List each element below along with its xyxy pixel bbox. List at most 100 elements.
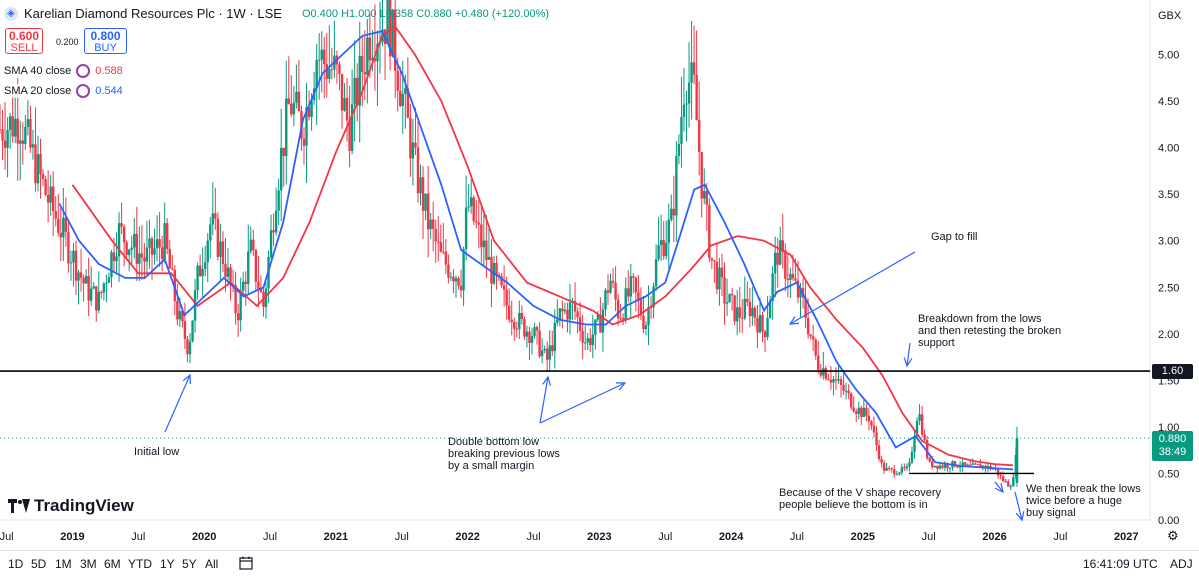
candle-body <box>350 104 354 151</box>
candle-body <box>708 204 711 259</box>
range-1y-button[interactable]: 1Y <box>160 557 175 571</box>
indicator-sma20[interactable]: SMA 20 close 0.544 <box>4 84 123 98</box>
indicator-sma40[interactable]: SMA 40 close 0.588 <box>4 64 123 78</box>
candle-body <box>999 475 1002 477</box>
candle-body <box>287 98 290 104</box>
candle-body <box>520 312 524 320</box>
sell-label: SELL <box>10 42 38 54</box>
candle-body <box>715 261 719 290</box>
candle-body <box>404 88 407 95</box>
annotation-arrow[interactable] <box>164 374 191 433</box>
annotation-arrow[interactable] <box>994 481 1004 493</box>
candle-body <box>459 285 463 291</box>
candle-body <box>662 240 665 257</box>
candle-body <box>241 281 245 291</box>
candle-body <box>373 58 377 62</box>
currency-label[interactable]: GBX <box>1158 10 1182 22</box>
candle-body <box>616 299 620 319</box>
candle-body <box>827 378 830 380</box>
candle-body <box>442 251 445 253</box>
candle-body <box>839 379 843 385</box>
indicator-sma20-label: SMA 20 close <box>4 85 72 97</box>
candle-body <box>543 348 546 351</box>
candle-body <box>974 463 977 465</box>
candle-body <box>771 273 774 302</box>
candle-body <box>614 282 617 300</box>
utc-clock[interactable]: 16:41:09 UTC <box>1083 557 1158 571</box>
candle-body <box>933 465 936 468</box>
symbol-title[interactable]: Karelian Diamond Resources Plc · 1W · LS… <box>24 6 282 21</box>
candle-body <box>203 262 207 270</box>
tradingview-logo[interactable]: TradingView <box>8 496 134 516</box>
x-tick-label: 2022 <box>455 531 479 543</box>
candle-body <box>589 338 592 346</box>
candle-body <box>844 390 848 392</box>
y-tick-label: 2.00 <box>1158 329 1179 341</box>
candle-body <box>368 37 372 61</box>
candle-body <box>647 306 650 326</box>
annotation-arrow[interactable] <box>1014 491 1023 521</box>
candle-body <box>160 247 164 259</box>
candle-body <box>439 242 442 252</box>
candle-body <box>667 219 670 243</box>
candle-body <box>513 322 516 329</box>
candle-body <box>882 462 886 471</box>
annotation-arrow[interactable] <box>906 342 911 367</box>
candle-body <box>857 407 860 414</box>
x-tick-label: Jul <box>790 531 804 543</box>
sell-button[interactable]: 0.600 SELL <box>5 28 43 54</box>
levels-group <box>0 370 1150 475</box>
candle-body <box>31 144 35 148</box>
candle-body <box>125 242 128 255</box>
candle-body <box>1009 486 1012 488</box>
candle-body <box>515 328 518 330</box>
candle-body <box>928 458 931 462</box>
candle-body <box>165 223 169 250</box>
indicator-settings-icon[interactable] <box>76 64 91 78</box>
annotation-arrow[interactable] <box>789 251 916 325</box>
candle-body <box>74 250 78 281</box>
candle-body <box>297 91 301 112</box>
x-tick-label: Jul <box>263 531 277 543</box>
candle-body <box>753 307 757 319</box>
x-tick-label: 2026 <box>982 531 1006 543</box>
candle-body <box>317 59 321 61</box>
annotation-arrow[interactable] <box>539 376 549 424</box>
annotation-arrow[interactable] <box>539 382 626 424</box>
range-1d-button[interactable]: 1D <box>8 557 24 571</box>
calendar-icon[interactable] <box>238 555 254 571</box>
candle-body <box>505 289 508 306</box>
candle-body <box>822 368 825 376</box>
candle-body <box>784 250 787 279</box>
x-tick-label: Jul <box>1053 531 1067 543</box>
range-3m-button[interactable]: 3M <box>80 557 97 571</box>
indicator-settings-icon[interactable] <box>76 84 91 98</box>
adj-toggle[interactable]: ADJ <box>1170 557 1193 571</box>
range-ytd-button[interactable]: YTD <box>128 557 152 571</box>
annotation-arrowhead <box>788 316 800 325</box>
candle-body <box>518 312 521 330</box>
candle-body <box>1 129 4 141</box>
y-tick-label: 1.00 <box>1158 422 1179 434</box>
annotation-breakdown: Breakdown from the lows and then retesti… <box>918 313 1062 349</box>
price-chart[interactable]: 0.000.501.001.502.002.503.003.504.004.50… <box>0 0 1199 550</box>
candle-body <box>746 298 749 302</box>
range-5y-button[interactable]: 5Y <box>182 557 197 571</box>
candle-body <box>133 233 136 248</box>
candle-body <box>140 253 144 258</box>
candle-body <box>718 267 721 290</box>
candle-body <box>485 240 488 260</box>
range-6m-button[interactable]: 6M <box>104 557 121 571</box>
range-1m-button[interactable]: 1M <box>55 557 72 571</box>
candle-body <box>366 37 369 75</box>
bar-countdown: 38:49 <box>1158 446 1187 458</box>
candle-body <box>143 257 146 262</box>
buy-button[interactable]: 0.800 BUY <box>84 28 127 54</box>
range-5d-button[interactable]: 5D <box>31 557 47 571</box>
candle-body <box>95 286 98 311</box>
candle-body <box>198 265 202 277</box>
candle-body <box>424 193 427 211</box>
range-all-button[interactable]: All <box>205 557 219 571</box>
gear-icon[interactable]: ⚙ <box>1167 528 1179 543</box>
candle-body <box>946 464 949 468</box>
